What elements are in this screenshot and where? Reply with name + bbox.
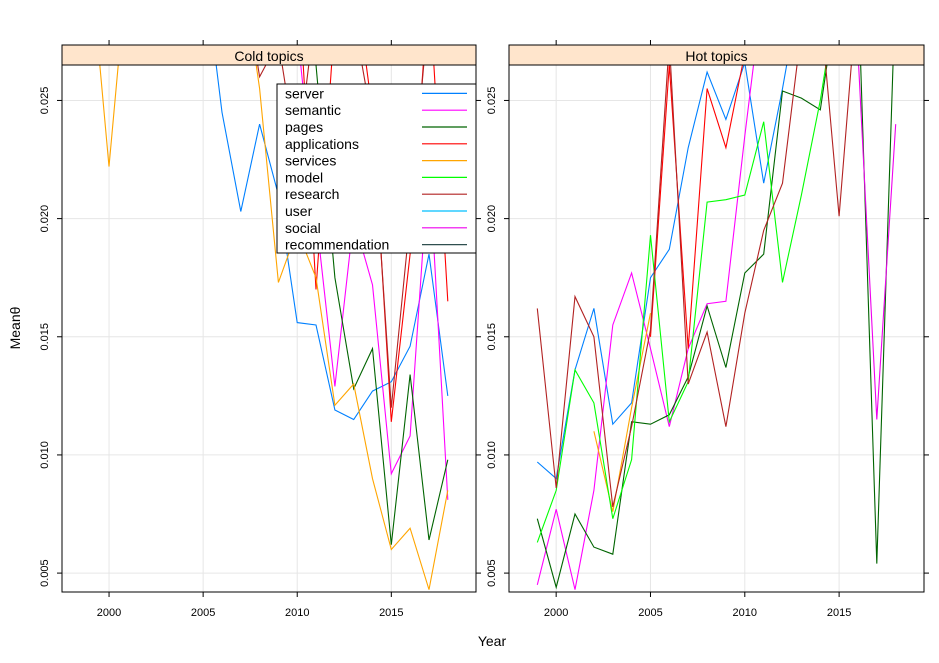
legend-entry-model: model — [285, 169, 467, 185]
panel-2: Hot topics — [504, 40, 929, 597]
series-line-applications — [649, 65, 744, 349]
legend-entry-social: social — [285, 220, 467, 236]
y-tick-label: 0.020 — [39, 205, 51, 233]
x-tick-label: 2005 — [638, 607, 662, 619]
legend-label: social — [285, 220, 321, 236]
x-tick-label: 2000 — [97, 607, 121, 619]
legend-label: user — [285, 203, 313, 219]
legend-entry-research: research — [285, 186, 467, 202]
series-line-services — [593, 312, 652, 512]
x-tick-label: 2015 — [827, 607, 851, 619]
y-tick-label: 0.005 — [39, 559, 51, 587]
legend-label: recommendation — [285, 237, 389, 253]
series-lines — [536, 65, 897, 590]
legend: serversemanticpagesapplicationsservicesm… — [276, 83, 477, 254]
legend-label: server — [285, 85, 324, 101]
legend-label: applications — [285, 136, 359, 152]
legend-entry-services: services — [285, 153, 467, 169]
y-tick-label: 0.015 — [486, 323, 498, 351]
legend-label: semantic — [285, 102, 341, 118]
y-tick-label: 0.020 — [486, 205, 498, 233]
legend-label: pages — [285, 119, 323, 135]
x-tick-label: 2005 — [191, 607, 215, 619]
legend-entry-pages: pages — [285, 119, 467, 135]
y-tick-label: 0.005 — [486, 559, 498, 587]
panel-title: Cold topics — [234, 48, 303, 64]
y-tick-label: 0.025 — [486, 87, 498, 115]
legend-entry-applications: applications — [285, 136, 467, 152]
y-tick-label: 0.010 — [486, 441, 498, 469]
legend-label: research — [285, 186, 339, 202]
series-line-semantic — [536, 65, 755, 590]
series-line-services — [99, 65, 449, 590]
x-axis-title: Year — [478, 633, 507, 649]
y-tick-label: 0.010 — [39, 441, 51, 469]
legend-entry-semantic: semantic — [285, 102, 467, 118]
tick-marks — [504, 40, 929, 597]
series-line-pages — [536, 65, 894, 590]
panel-title: Hot topics — [685, 48, 747, 64]
panel-frame — [61, 64, 477, 593]
y-axis-title: Meanθ — [7, 306, 23, 349]
series-line-research — [536, 65, 852, 508]
gridlines — [509, 65, 924, 592]
x-tick-label: 2000 — [544, 607, 568, 619]
panel-strip: Cold topics — [61, 44, 477, 66]
tick-marks — [57, 40, 481, 597]
legend-box — [276, 83, 477, 254]
legend-label: services — [285, 153, 336, 169]
legend-entry-user: user — [285, 203, 467, 219]
x-tick-labels: 2000 2005 2010 2015 2000 2005 2010 2015 — [97, 607, 852, 619]
series-line-server — [536, 65, 788, 480]
legend-label: model — [285, 169, 323, 185]
panel-strip: Hot topics — [508, 44, 925, 66]
panel-frame — [508, 64, 925, 593]
legend-entry-server: server — [285, 85, 467, 101]
x-tick-label: 2010 — [285, 607, 309, 619]
y-tick-label: 0.025 — [39, 87, 51, 115]
y-tick-labels: 0.005 0.010 0.015 0.020 0.025 0.005 0.010 0.015… — [39, 87, 498, 587]
y-tick-label: 0.015 — [39, 323, 51, 351]
series-line-server — [215, 65, 449, 421]
x-tick-label: 2010 — [733, 607, 757, 619]
x-tick-label: 2015 — [379, 607, 403, 619]
series-line-social — [858, 65, 897, 420]
series-line-model — [536, 65, 827, 543]
legend-entry-recommendation: recommendation — [285, 237, 467, 253]
